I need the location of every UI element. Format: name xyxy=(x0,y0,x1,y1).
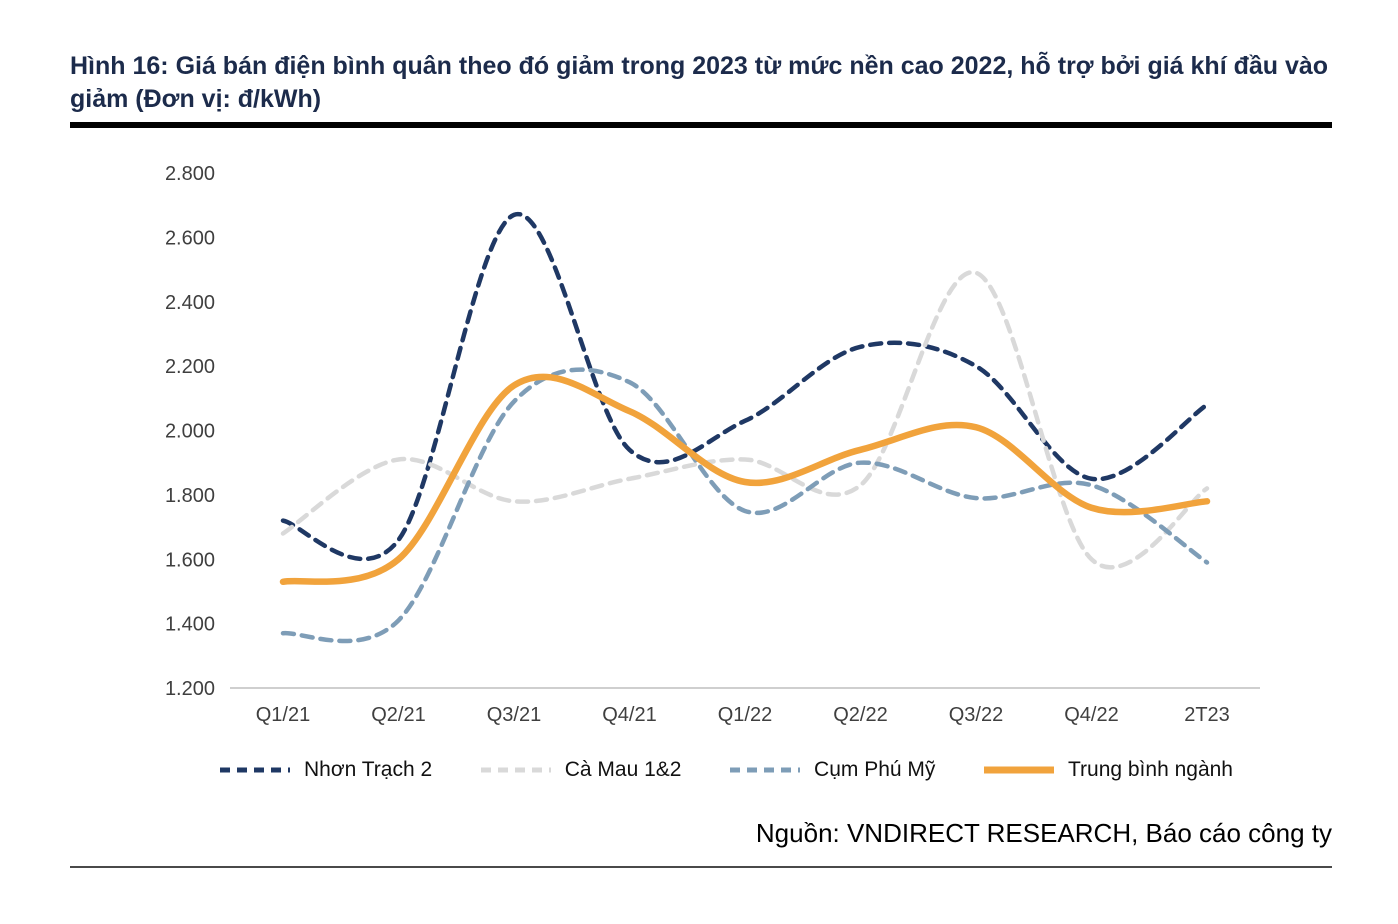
legend-label: Cà Mau 1&2 xyxy=(564,758,682,781)
x-axis-tick-label: Q3/21 xyxy=(487,704,541,726)
chart-legend: Nhơn Trạch 2 Cà Mau 1&2 Cụm Phú Mỹ Trung… xyxy=(218,758,1233,782)
y-axis-tick-label: 2.600 xyxy=(165,227,215,249)
legend-line-glyph xyxy=(730,767,801,773)
legend-line-sample-ca-mau-1-2 xyxy=(479,764,553,776)
legend-item-trung-binh-nganh: Trung bình ngành xyxy=(982,758,1233,782)
legend-item-nhon-trach-2: Nhơn Trạch 2 xyxy=(218,758,432,782)
legend-line-glyph xyxy=(983,766,1054,774)
x-axis-tick-label: Q2/22 xyxy=(833,704,887,726)
legend-label: Nhơn Trạch 2 xyxy=(304,758,433,781)
x-axis-tick-label: 2T23 xyxy=(1184,704,1230,726)
y-axis-tick-label: 2.000 xyxy=(165,421,215,443)
legend-label: Trung bình ngành xyxy=(1067,758,1233,781)
x-axis-tick-label: Q3/22 xyxy=(949,704,1003,726)
y-axis-tick-label: 2.800 xyxy=(165,163,215,185)
chart-canvas: 1.200 1.400 1.600 1.800 2.000 2.200 2.400 2.600… xyxy=(165,163,1260,726)
bottom-divider xyxy=(70,866,1332,868)
x-axis-tick-label: Q1/21 xyxy=(256,704,310,726)
legend-label: Cụm Phú Mỹ xyxy=(814,758,936,781)
title-divider xyxy=(70,122,1332,128)
x-axis-tick-label: Q2/21 xyxy=(371,704,425,726)
legend-item-cum-phu-my: Cụm Phú Mỹ xyxy=(728,758,935,782)
series-line-3 xyxy=(279,373,1211,586)
source-note: Nguồn: VNDIRECT RESEARCH, Báo cáo công t… xyxy=(755,818,1332,848)
legend-line-glyph xyxy=(220,767,290,773)
legend-item-ca-mau-1-2: Cà Mau 1&2 xyxy=(479,758,682,782)
legend-line-sample-cum-phu-my xyxy=(728,764,802,776)
y-axis-tick-label: 2.200 xyxy=(165,356,215,378)
x-axis-tick-label: Q4/22 xyxy=(1064,704,1118,726)
x-axis-tick-label: Q1/22 xyxy=(718,704,772,726)
y-axis-tick-label: 1.600 xyxy=(165,549,215,571)
y-axis-tick-label: 2.400 xyxy=(165,292,215,314)
price-line-chart: 1.200 1.400 1.600 1.800 2.000 2.200 2.400 2.600… xyxy=(100,148,1300,738)
legend-line-sample-trung-binh-nganh xyxy=(982,764,1056,776)
x-axis-tick-label: Q4/21 xyxy=(602,704,656,726)
legend-line-glyph xyxy=(480,767,551,773)
y-axis-tick-label: 1.200 xyxy=(165,678,215,700)
figure-title: Hình 16: Giá bán điện bình quân theo đó … xyxy=(70,52,1329,113)
y-axis-tick-label: 1.800 xyxy=(165,485,215,507)
y-axis-tick-label: 1.400 xyxy=(165,614,215,636)
legend-line-sample-nhon-trach-2 xyxy=(218,764,292,776)
series-line-2 xyxy=(280,367,1210,644)
series-line-0 xyxy=(280,212,1210,562)
